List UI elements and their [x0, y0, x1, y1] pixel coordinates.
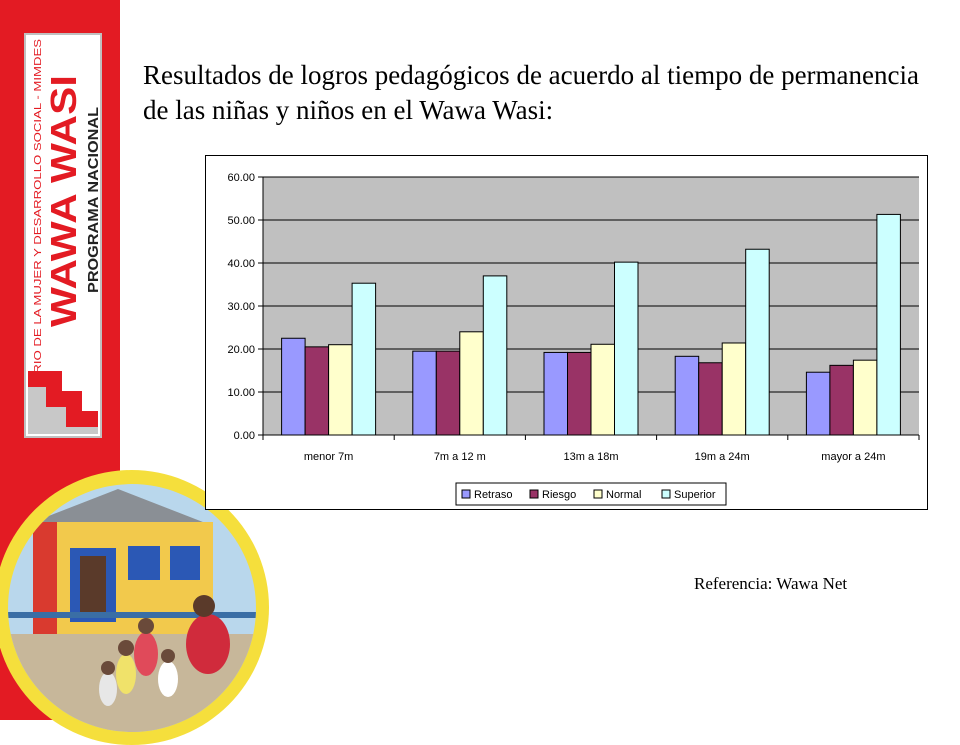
y-tick-label: 40.00: [227, 258, 255, 270]
legend-swatch-retraso: [461, 489, 471, 499]
bar-retraso: [412, 350, 437, 436]
legend-label-riesgo: Riesgo: [542, 489, 576, 501]
bar-retraso: [805, 371, 831, 436]
program-subtitle-text: PROGRAMA NACIONAL: [85, 107, 100, 293]
bar-retraso: [281, 337, 306, 436]
legend-box: [455, 482, 727, 506]
bar-chart: 0.00 10.00 20.00 30.00 40.00 50.00 60.00 menor …: [227, 172, 920, 506]
y-tick-label: 60.00: [227, 172, 255, 184]
bar-normal: [459, 331, 484, 436]
y-tick-label: 0.00: [234, 430, 255, 442]
ministry-text: MINISTERIO DE LA MUJER Y DESARROLLO SOCI…: [33, 39, 44, 427]
bar-normal: [721, 342, 747, 436]
program-name-text: WAWA WASI: [43, 75, 84, 327]
y-tick-label: 20.00: [227, 344, 255, 356]
y-tick-label: 10.00: [227, 387, 255, 399]
legend-swatch-normal: [593, 489, 603, 499]
x-tick-label: 13m a 18m: [563, 451, 618, 463]
bar-retraso: [674, 355, 700, 436]
bar-normal: [328, 344, 353, 436]
x-tick-label: 19m a 24m: [695, 451, 750, 463]
y-tick-label: 50.00: [227, 215, 255, 227]
bar-superior: [351, 282, 377, 436]
bar-superior: [745, 248, 770, 436]
legend-label-superior: Superior: [674, 489, 716, 501]
wawa-wasi-photo: [8, 484, 256, 732]
bar-superior: [614, 261, 639, 436]
bar-normal: [590, 343, 615, 436]
bar-riesgo: [829, 364, 854, 436]
x-tick-label: mayor a 24m: [821, 451, 885, 463]
staircase-emblem-icon: [28, 371, 98, 434]
x-tick-label: menor 7m: [304, 451, 354, 463]
bar-normal: [852, 359, 878, 436]
bar-riesgo: [435, 350, 461, 436]
y-tick-label: 30.00: [227, 301, 255, 313]
bar-riesgo: [304, 346, 330, 436]
x-tick-label: 7m a 12 m: [434, 451, 486, 463]
legend-label-retraso: Retraso: [474, 489, 513, 501]
bar-riesgo: [567, 351, 592, 436]
legend-swatch-superior: [661, 489, 671, 499]
reference-text: Referencia: Wawa Net: [694, 574, 848, 593]
bar-riesgo: [698, 362, 723, 436]
legend-label-normal: Normal: [606, 489, 641, 501]
wawa-wasi-logo: MINISTERIO DE LA MUJER Y DESARROLLO SOCI…: [24, 33, 102, 438]
chart-area: 0.00 10.00 20.00 30.00 40.00 50.00 60.00 menor …: [205, 155, 928, 510]
bar-retraso: [543, 351, 568, 436]
bar-superior: [482, 275, 508, 436]
slide-title: Resultados de logros pedagógicos de acue…: [143, 60, 919, 125]
legend-swatch-riesgo: [529, 489, 539, 499]
bar-superior: [876, 213, 901, 436]
